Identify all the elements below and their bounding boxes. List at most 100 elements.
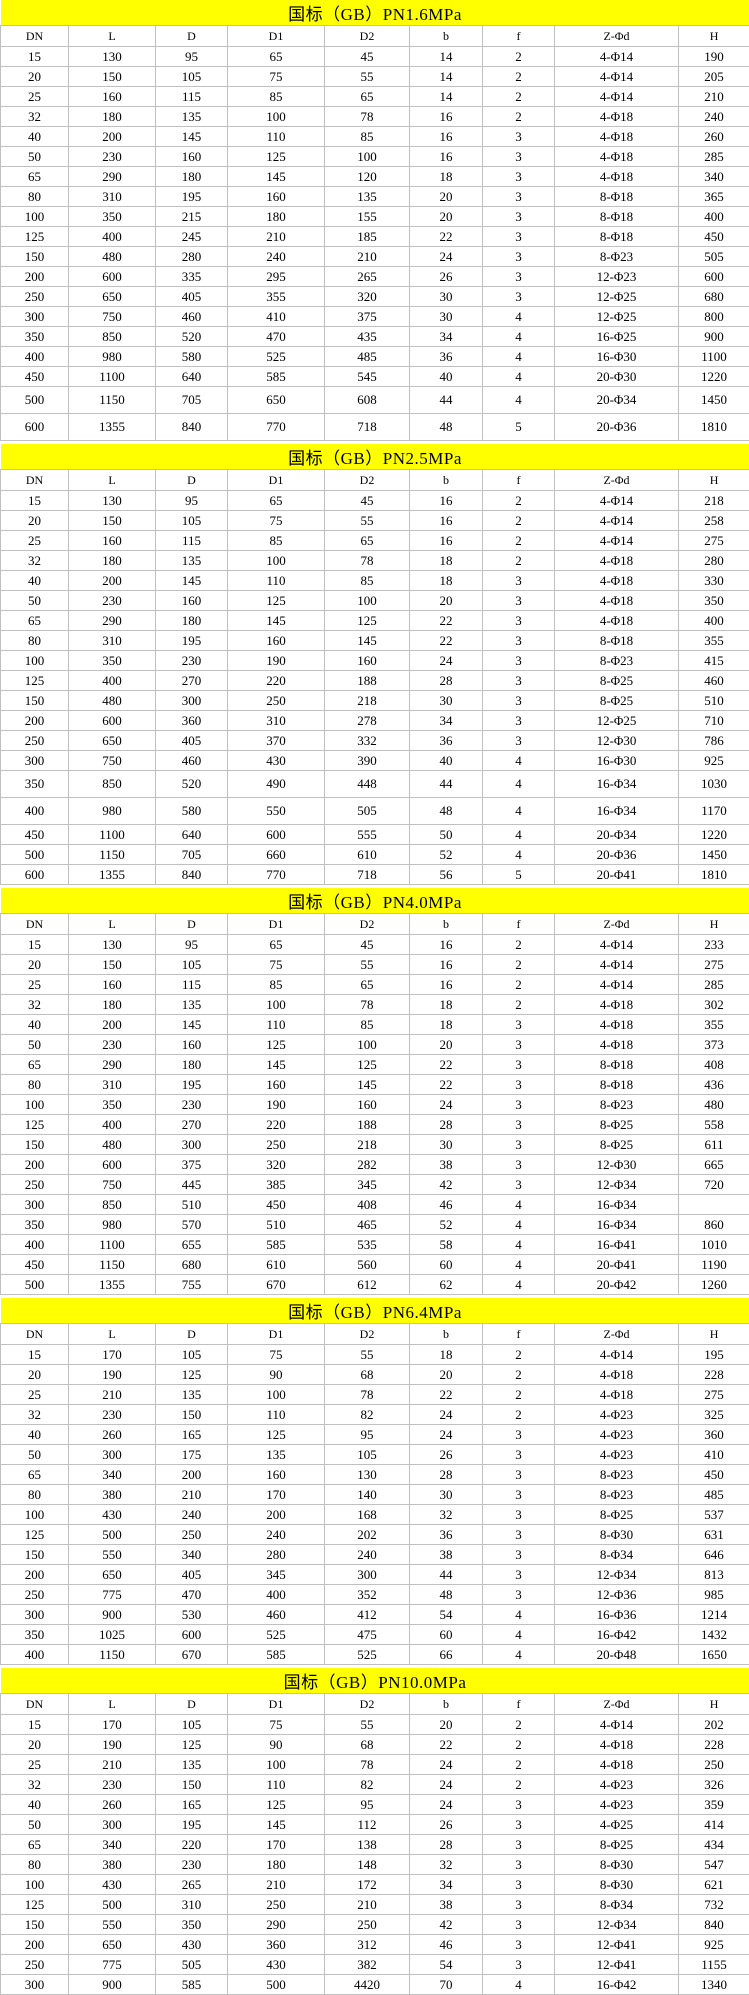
table-cell: 400 [679,611,749,631]
table-cell: 4-Φ18 [555,1385,679,1405]
table-cell: 125 [325,1055,410,1075]
table-cell: 3 [483,1095,555,1115]
table-cell: 160 [69,531,156,551]
table-cell: 150 [156,1405,228,1425]
table-cell: 4-Φ23 [555,1405,679,1425]
table-cell: 310 [69,631,156,651]
table-cell: 60 [410,1625,483,1645]
table-cell: 180 [156,167,228,187]
table-cell: 78 [325,551,410,571]
table-cell: 230 [156,1095,228,1115]
table-cell: 450 [1,1255,69,1275]
table-cell: 125 [1,227,69,247]
table-cell: 55 [325,511,410,531]
table-cell: 24 [410,1095,483,1115]
table-cell: 80 [1,1075,69,1095]
table-cell: 210 [679,87,749,107]
table-cell: 112 [325,1815,410,1835]
table-cell: 359 [679,1795,749,1815]
table-cell: 46 [410,1195,483,1215]
table-cell: 40 [1,571,69,591]
table-cell: 22 [410,1055,483,1075]
table-cell: 4 [483,367,555,387]
table-cell: 180 [69,551,156,571]
table-cell: 295 [228,267,325,287]
table-cell: 547 [679,1855,749,1875]
table-cell: 145 [156,1015,228,1035]
table-cell: 340 [679,167,749,187]
table-cell: 1010 [679,1235,749,1255]
table-cell: 265 [156,1875,228,1895]
table-cell: 2 [483,47,555,67]
table-cell: 505 [156,1955,228,1975]
table-cell: 150 [156,1775,228,1795]
table-cell: 48 [410,798,483,825]
table-cell: 400 [228,1585,325,1605]
table-cell: 775 [69,1585,156,1605]
table-cell: 12-Φ34 [555,1915,679,1935]
column-header: D1 [228,470,325,491]
table-cell: 570 [156,1215,228,1235]
table-cell: 520 [156,327,228,347]
table-cell: 4-Φ18 [555,995,679,1015]
table-cell: 38 [410,1545,483,1565]
table-cell: 3 [483,611,555,631]
table-cell: 3 [483,1445,555,1465]
table-cell: 4-Φ18 [555,1755,679,1775]
table-cell: 350 [1,327,69,347]
table-cell: 170 [228,1485,325,1505]
column-header: DN [1,1324,69,1345]
table-cell: 210 [228,1875,325,1895]
table-cell: 585 [228,1645,325,1665]
table-cell: 705 [156,387,228,414]
table-cell: 300 [1,307,69,327]
table-cell: 3 [483,1585,555,1605]
table-cell: 55 [325,1345,410,1365]
table-cell: 170 [69,1345,156,1365]
table-cell: 680 [679,287,749,307]
table-cell: 650 [69,1935,156,1955]
table-cell: 240 [679,107,749,127]
column-header: L [69,1324,156,1345]
table-cell: 16-Φ42 [555,1625,679,1645]
table-cell: 125 [228,147,325,167]
table-cell: 8-Φ30 [555,1875,679,1895]
table-cell: 1450 [679,387,749,414]
table-cell: 24 [410,1775,483,1795]
table-cell: 24 [410,1755,483,1775]
table-cell: 3 [483,127,555,147]
table-cell: 20 [410,207,483,227]
table-cell: 180 [156,1055,228,1075]
table-cell: 145 [325,1075,410,1095]
table-cell: 2 [483,1735,555,1755]
table-cell: 145 [156,127,228,147]
table-cell: 125 [1,1115,69,1135]
table-cell: 385 [228,1175,325,1195]
table-cell: 775 [69,1955,156,1975]
table-cell: 100 [325,1035,410,1055]
table-cell: 230 [69,1775,156,1795]
table-cell: 150 [69,511,156,531]
table-cell: 135 [228,1445,325,1465]
table-cell: 600 [69,267,156,287]
table-cell: 14 [410,67,483,87]
table-cell: 3 [483,651,555,671]
table-cell: 300 [156,1135,228,1155]
table-cell: 500 [1,1275,69,1295]
table-cell: 485 [325,347,410,367]
table-cell: 640 [156,367,228,387]
